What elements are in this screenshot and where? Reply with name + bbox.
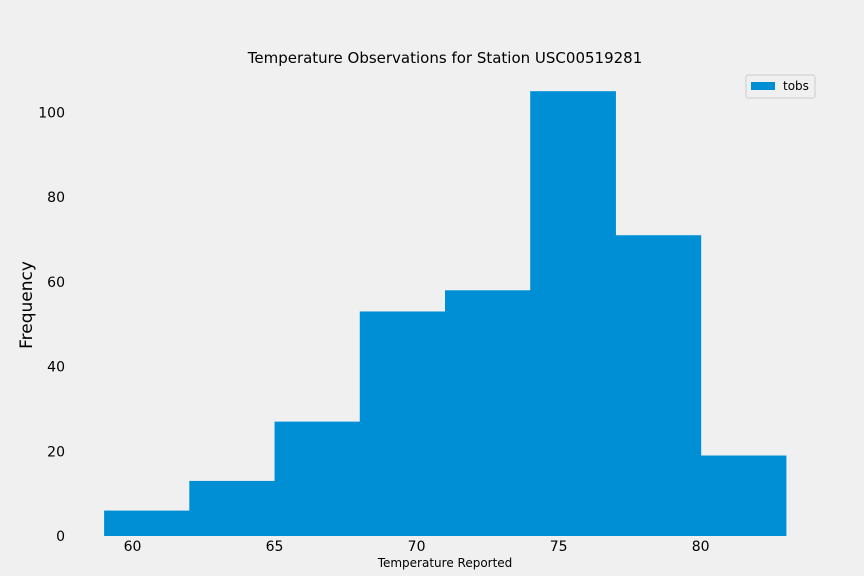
y-tick-label: 80 [47, 190, 65, 206]
x-tick-labels: 60 65 70 75 80 [124, 539, 710, 555]
histogram-bar [104, 510, 190, 536]
chart-title: Temperature Observations for Station USC… [247, 49, 643, 67]
x-tick-label: 70 [408, 539, 426, 555]
y-tick-label: 60 [47, 275, 65, 291]
y-tick-labels: 0 20 40 60 80 100 [38, 105, 65, 545]
legend-frame [745, 74, 816, 99]
y-tick-label: 40 [47, 360, 65, 376]
histogram-bar [615, 235, 702, 536]
x-tick-label: 80 [692, 539, 710, 555]
y-tick-label: 0 [56, 529, 65, 545]
x-tick-label: 75 [550, 539, 568, 555]
histogram-bar [189, 480, 276, 536]
histogram-bar [530, 91, 616, 536]
x-axis-label: Temperature Reported [377, 556, 513, 570]
x-tick-label: 65 [266, 539, 284, 555]
histogram-bar [445, 290, 531, 536]
x-tick-label: 60 [124, 539, 142, 555]
legend-swatch-tobs [751, 82, 775, 90]
histogram-bar [700, 455, 787, 536]
y-tick-label: 100 [38, 105, 65, 121]
y-axis-label: Frequency [17, 261, 37, 349]
legend: tobs [745, 74, 816, 99]
histogram-bar [359, 311, 446, 536]
bars-group [104, 91, 787, 536]
histogram-bar [274, 421, 361, 536]
legend-label-tobs: tobs [783, 79, 809, 93]
y-tick-label: 20 [47, 444, 65, 460]
